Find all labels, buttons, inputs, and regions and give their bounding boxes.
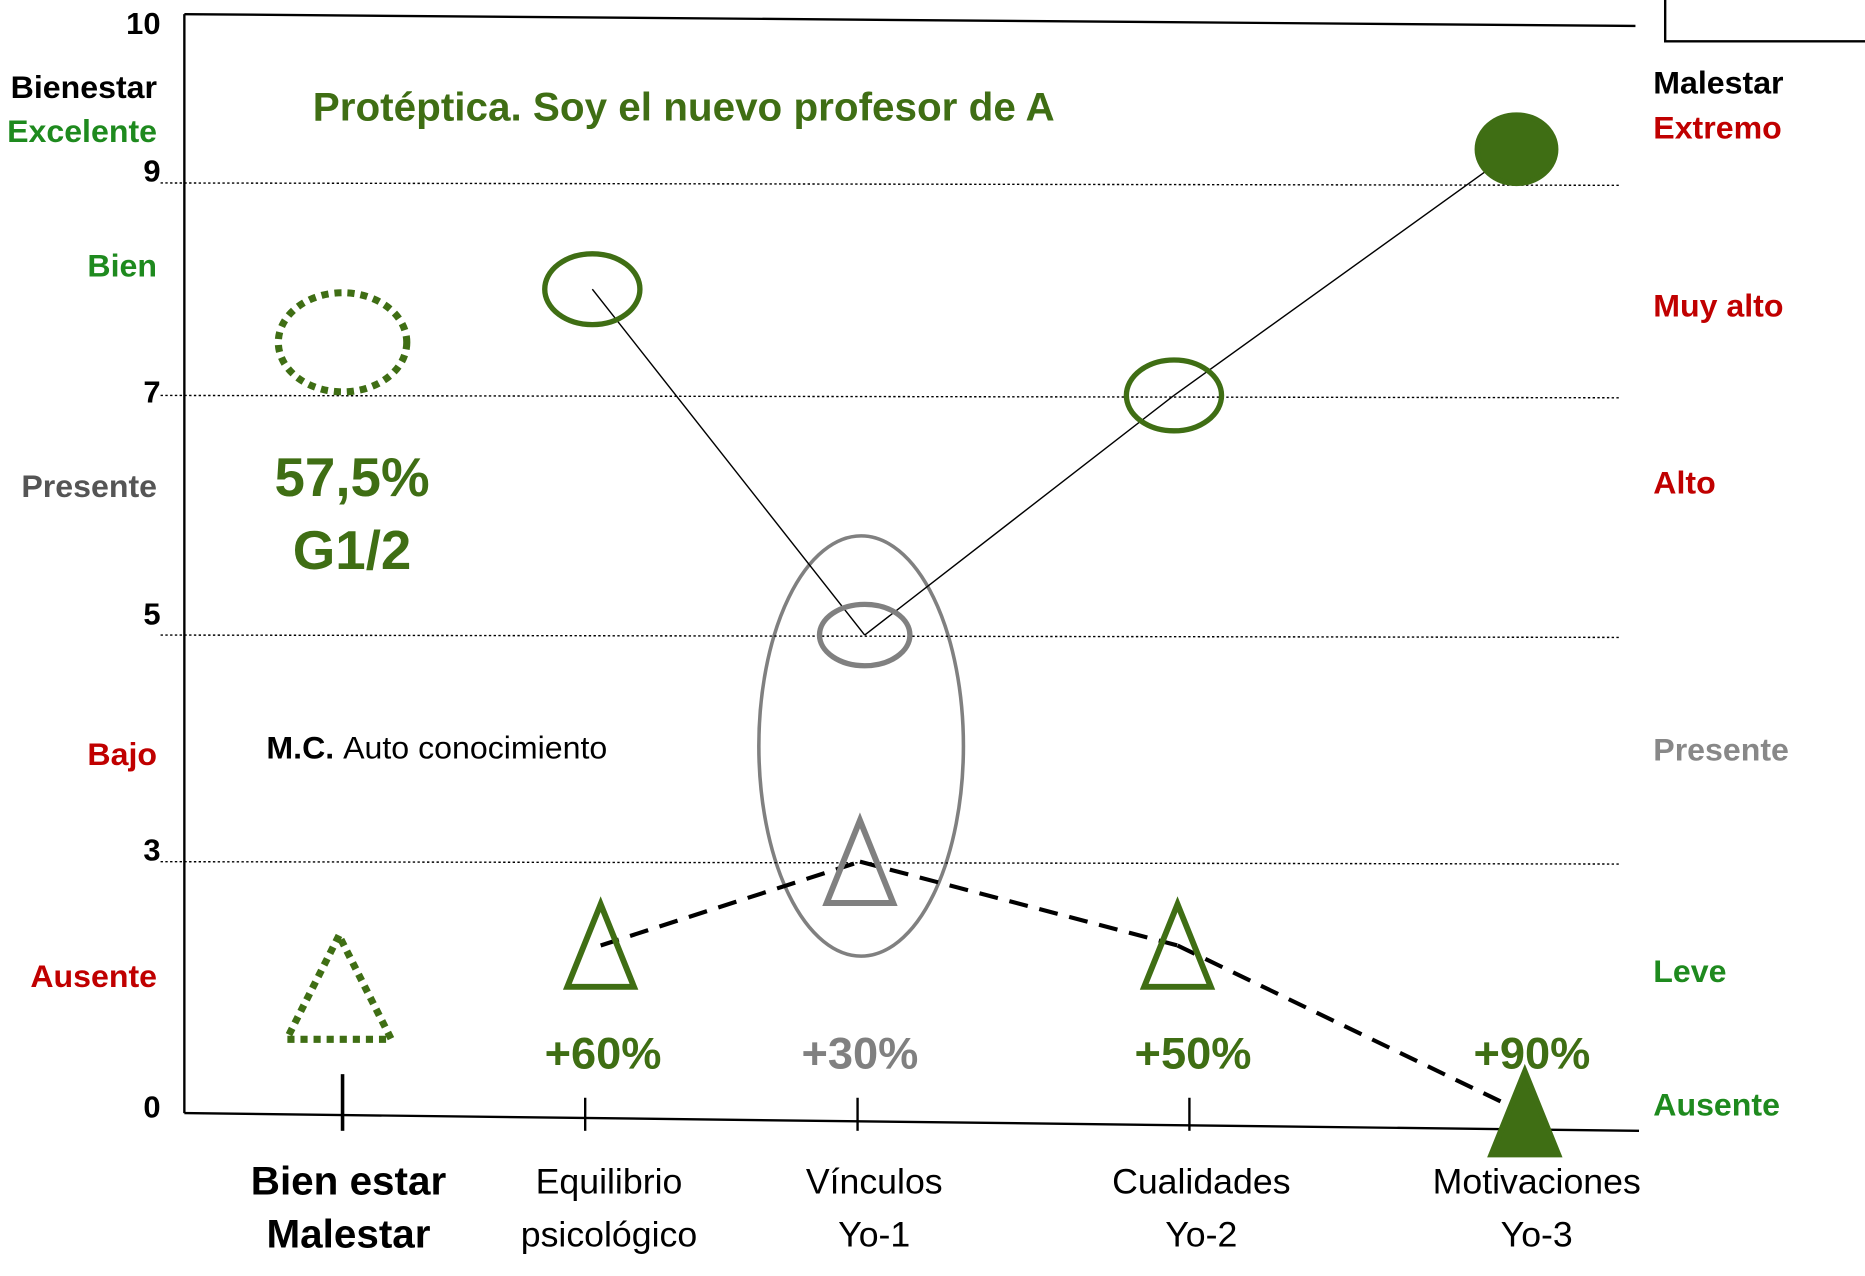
x-axis [184, 1111, 1640, 1132]
note-bold: M.C. [266, 730, 334, 766]
grid-line [160, 182, 1620, 187]
top-border [184, 12, 1636, 28]
right-label: Extremo [1653, 109, 1781, 145]
x-tick-label: Equilibrio [536, 1161, 683, 1201]
left-label: Presente [21, 468, 157, 504]
connector [864, 394, 1175, 636]
circle-marker [1474, 112, 1559, 187]
x-tick-label: Motivaciones [1433, 1161, 1641, 1201]
circle-marker [274, 289, 411, 396]
annotation: 57,5% [274, 447, 429, 508]
value-label: +50% [1135, 1027, 1252, 1078]
circle-marker [816, 601, 913, 669]
y-tick-label: 5 [143, 596, 160, 631]
right-label: Muy alto [1653, 288, 1783, 324]
y-tick-label: 0 [143, 1090, 160, 1125]
left-label: Excelente [7, 113, 157, 149]
dashed-connector [859, 859, 1179, 948]
corner-box [1663, 0, 1865, 43]
circle-marker [542, 251, 643, 328]
y-tick-label: 7 [143, 374, 160, 409]
x-tick-label: Yo-2 [1165, 1215, 1237, 1255]
grid-line [160, 860, 1620, 865]
left-label: Bienestar [11, 69, 157, 105]
grid-line [160, 394, 1620, 399]
triangle-marker [822, 812, 898, 906]
note: M.C. Auto conocimiento [266, 730, 607, 766]
dashed-connector [600, 859, 861, 948]
value-label: +90% [1474, 1027, 1591, 1078]
chart-title: Protéptica. Soy el nuevo profesor de A [313, 85, 1055, 130]
x-tick-label: Yo-3 [1501, 1215, 1573, 1255]
right-label: Presente [1653, 731, 1789, 767]
value-label: +60% [545, 1027, 662, 1078]
x-tick-label: Bien estar [251, 1159, 447, 1204]
x-tick-label: Yo-1 [838, 1215, 910, 1255]
value-label: +30% [802, 1027, 919, 1078]
triangle-marker [562, 896, 639, 990]
x-tick-label: Vínculos [806, 1161, 943, 1201]
right-label: Ausente [1653, 1087, 1780, 1123]
note-text: Auto conocimiento [343, 730, 607, 766]
y-tick-label: 3 [143, 832, 160, 867]
y-tick-label: 10 [126, 6, 160, 41]
x-tick-label: Cualidades [1112, 1161, 1290, 1201]
y-tick-label: 9 [143, 154, 160, 189]
grid-line [160, 634, 1620, 639]
connector [591, 288, 866, 636]
left-label: Bajo [87, 736, 157, 772]
circle-marker [1123, 357, 1225, 434]
connector [1173, 148, 1517, 397]
left-label: Ausente [30, 958, 157, 994]
annotation: G1/2 [293, 520, 412, 581]
dashed-connector [1176, 943, 1526, 1115]
right-label: Malestar [1653, 65, 1783, 101]
right-label: Leve [1653, 953, 1726, 989]
triangle-marker [1487, 1063, 1563, 1158]
right-label: Alto [1653, 465, 1715, 501]
x-tick-label: psicológico [521, 1215, 697, 1255]
x-tick-label: Malestar [266, 1212, 430, 1257]
left-label: Bien [87, 247, 157, 283]
highlight-ellipse [757, 534, 966, 958]
triangle-marker [1139, 896, 1216, 990]
triangle-marker [280, 927, 398, 1043]
